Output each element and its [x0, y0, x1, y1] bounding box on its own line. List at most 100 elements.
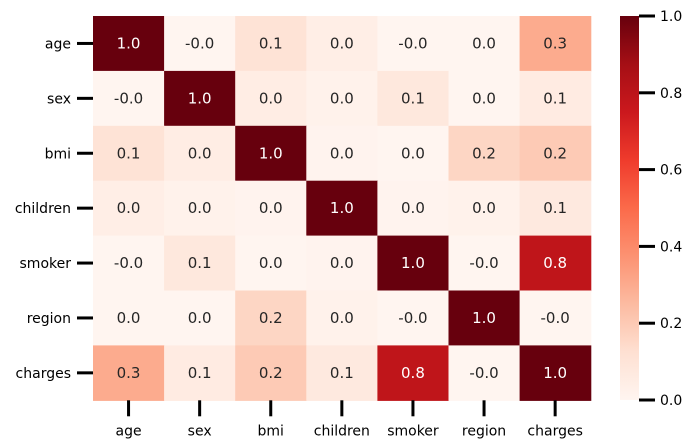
- x-tick-label: charges: [527, 423, 582, 439]
- heatmap-cell: [93, 290, 165, 346]
- heatmap-cell: [377, 70, 450, 127]
- cell-label: 0.1: [188, 364, 212, 382]
- heatmap-cell: [377, 180, 450, 237]
- cell-label: 1.0: [259, 144, 283, 162]
- heatmap-cells: 1.0 -0.0 0.1 0.0 -0.0 0.0 0.3 -0.0 1.0 0.0 0.0 0.1 0…: [93, 16, 592, 401]
- heatmap-cell: [306, 290, 378, 346]
- cell-label: 0.2: [543, 144, 567, 162]
- cell-label: 0.1: [259, 34, 283, 52]
- heatmap-cell: [306, 16, 378, 72]
- heatmap-cell: [93, 16, 165, 72]
- heatmap-cell: [306, 345, 378, 401]
- heatmap-cell: [235, 235, 307, 292]
- heatmap-cell: [306, 70, 378, 127]
- x-tick-label: bmi: [258, 423, 284, 439]
- x-tick-label: sex: [188, 423, 212, 439]
- cell-label: 0.0: [401, 144, 425, 162]
- colorbar-tick-label: 1.0: [660, 9, 682, 25]
- heatmap-cell: [306, 235, 378, 292]
- heatmap-cell: [519, 290, 592, 346]
- cell-label: 0.0: [188, 309, 212, 327]
- heatmap-cell: [448, 125, 521, 182]
- cell-label: -0.0: [541, 309, 570, 327]
- cell-label: -0.0: [469, 364, 498, 382]
- cell-label: -0.0: [469, 254, 498, 272]
- cell-label: 0.8: [401, 364, 425, 382]
- cell-label: 0.0: [188, 199, 212, 217]
- cell-label: 1.0: [472, 309, 496, 327]
- colorbar-tick-label: 0.4: [660, 239, 682, 255]
- heatmap-cell: [93, 125, 165, 182]
- cell-label: 0.0: [472, 34, 496, 52]
- cell-label: 1.0: [188, 89, 212, 107]
- y-axis: age sex bmi children smoker region charges: [15, 36, 93, 382]
- heatmap-cell: [519, 70, 592, 127]
- cell-label: 0.0: [472, 89, 496, 107]
- cell-label: 1.0: [401, 254, 425, 272]
- cell-label: 0.0: [330, 144, 354, 162]
- heatmap-cell: [164, 125, 236, 182]
- heatmap-cell: [235, 125, 307, 182]
- cell-label: -0.0: [114, 89, 143, 107]
- x-tick-label: smoker: [387, 423, 439, 439]
- heatmap-cell: [306, 125, 378, 182]
- cell-label: 1.0: [543, 364, 567, 382]
- heatmap-cell: [519, 235, 592, 292]
- cell-label: 0.0: [472, 199, 496, 217]
- heatmap-cell: [235, 16, 307, 72]
- cell-label: 0.3: [117, 364, 141, 382]
- cell-label: 0.0: [330, 34, 354, 52]
- heatmap-cell: [93, 180, 165, 237]
- cell-label: 0.2: [259, 364, 283, 382]
- heatmap-cell: [235, 290, 307, 346]
- cell-label: 0.2: [472, 144, 496, 162]
- cell-label: 0.3: [543, 34, 567, 52]
- heatmap-cell: [448, 290, 521, 346]
- cell-label: 0.0: [330, 254, 354, 272]
- heatmap-cell: [235, 345, 307, 401]
- x-axis: age sex bmi children smoker region charges: [116, 400, 583, 439]
- heatmap-cell: [164, 70, 236, 127]
- cell-label: 0.1: [117, 144, 141, 162]
- heatmap-cell: [448, 235, 521, 292]
- heatmap-cell: [519, 125, 592, 182]
- cell-label: 0.0: [259, 254, 283, 272]
- y-tick-label: charges: [16, 366, 71, 382]
- heatmap-cell: [448, 345, 521, 401]
- heatmap-cell: [448, 70, 521, 127]
- cell-label: -0.0: [398, 309, 427, 327]
- heatmap-cell: [235, 180, 307, 237]
- cell-label: 1.0: [330, 199, 354, 217]
- y-tick-label: smoker: [20, 256, 72, 272]
- cell-label: 0.0: [117, 199, 141, 217]
- heatmap-cell: [377, 290, 450, 346]
- heatmap-cell: [164, 235, 236, 292]
- cell-label: 0.0: [330, 309, 354, 327]
- heatmap-cell: [164, 345, 236, 401]
- colorbar-tick-label: 0.6: [660, 163, 682, 179]
- heatmap-cell: [306, 180, 378, 237]
- heatmap-cell: [377, 16, 450, 72]
- cell-label: 0.1: [330, 364, 354, 382]
- cell-label: 0.0: [188, 144, 212, 162]
- y-tick-label: sex: [47, 91, 71, 107]
- cell-label: -0.0: [185, 34, 214, 52]
- x-tick-label: children: [314, 423, 370, 439]
- colorbar: [620, 16, 639, 400]
- x-tick-label: age: [116, 423, 142, 439]
- cell-label: 0.0: [259, 199, 283, 217]
- cell-label: 0.1: [401, 89, 425, 107]
- heatmap-cell: [448, 16, 521, 72]
- x-tick-label: region: [462, 423, 506, 439]
- heatmap-cell: [377, 125, 450, 182]
- cell-label: 0.0: [330, 89, 354, 107]
- cell-label: 1.0: [117, 34, 141, 52]
- heatmap-cell: [164, 16, 236, 72]
- heatmap-cell: [164, 180, 236, 237]
- heatmap-cell: [377, 235, 450, 292]
- heatmap-cell: [93, 345, 165, 401]
- heatmap-cell: [519, 180, 592, 237]
- y-tick-label: children: [15, 201, 71, 217]
- cell-label: 0.0: [117, 309, 141, 327]
- cell-label: -0.0: [398, 34, 427, 52]
